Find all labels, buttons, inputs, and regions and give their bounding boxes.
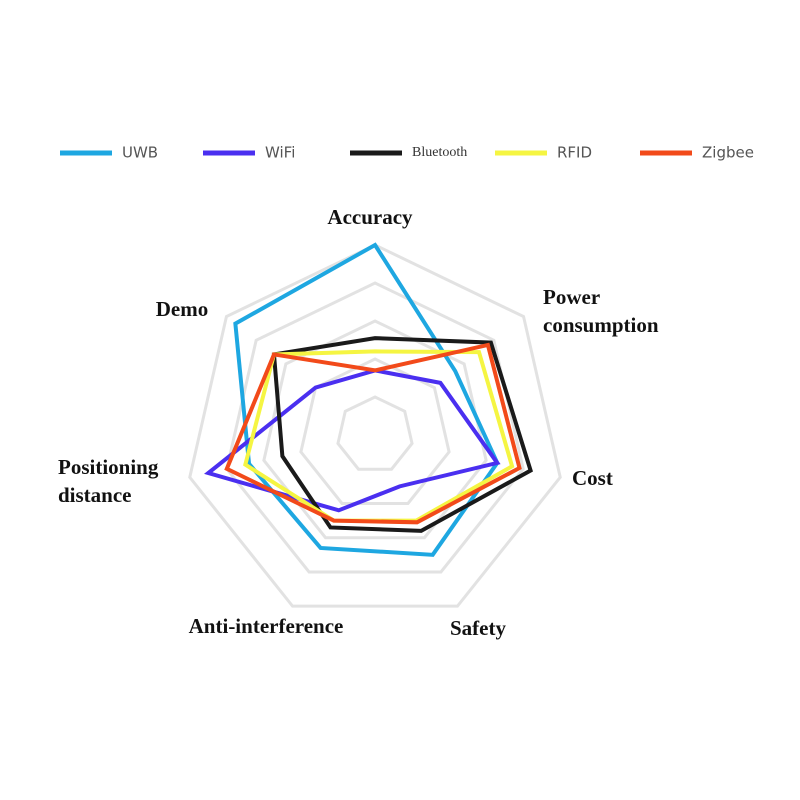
- legend-label: WiFi: [265, 144, 295, 162]
- legend-label: Zigbee: [702, 144, 754, 162]
- axis-label: Safety: [450, 616, 506, 640]
- grid-ring: [336, 395, 414, 471]
- axis-label: Cost: [572, 466, 613, 490]
- series-line: [224, 342, 522, 525]
- axis-label: Demo: [155, 297, 209, 321]
- grid-ring: [262, 319, 488, 540]
- legend-label: RFID: [557, 144, 592, 162]
- series-line: [204, 368, 501, 513]
- axis-label: Positioning distance: [58, 455, 159, 507]
- axis-label: Anti-interference: [188, 614, 344, 638]
- grid-ring: [188, 243, 562, 608]
- series-line: [271, 336, 533, 533]
- legend-label: Bluetooth: [412, 145, 467, 160]
- axis-label: Accuracy: [327, 205, 413, 229]
- series-line: [233, 242, 500, 557]
- grid-ring: [299, 357, 451, 505]
- axis-label: Power consumption: [543, 285, 659, 337]
- legend-label: UWB: [122, 144, 158, 162]
